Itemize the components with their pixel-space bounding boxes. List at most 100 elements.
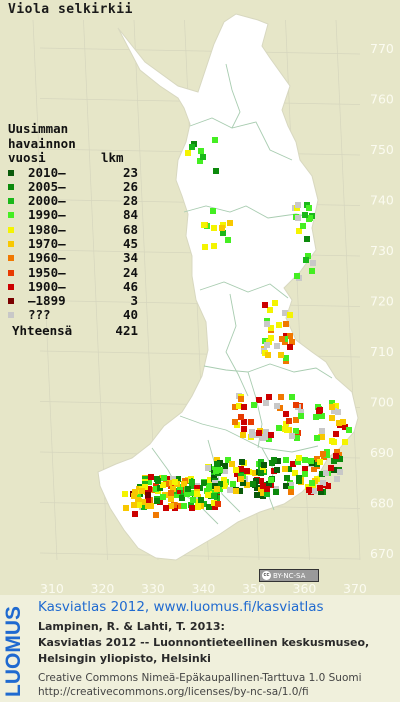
observation-square — [153, 486, 159, 492]
graticule-line — [39, 552, 361, 560]
observation-square — [309, 268, 315, 274]
observation-square — [310, 260, 316, 266]
observation-square — [174, 492, 180, 498]
observation-square — [211, 243, 217, 249]
observation-square — [195, 504, 201, 510]
observation-square — [168, 503, 174, 509]
observation-square — [268, 432, 274, 438]
observation-square — [184, 491, 190, 497]
observation-square — [221, 477, 227, 483]
observation-square — [296, 228, 302, 234]
legend-count: 40 — [122, 307, 138, 323]
observation-square — [333, 431, 339, 437]
kasviatlas-link[interactable]: Kasviatlas 2012, www.luomus.fi/kasviatla… — [38, 599, 324, 615]
legend-swatch — [8, 169, 14, 176]
observation-square — [283, 483, 289, 489]
cc-license-badge[interactable]: cc BY-NC-SA — [259, 569, 319, 582]
observation-square — [248, 419, 254, 425]
observation-square — [131, 502, 137, 508]
observation-square — [233, 467, 239, 473]
finland-map: 770 760 750 740 730 720 710 700 690 680 670 310 320… — [32, 13, 394, 595]
observation-square — [263, 400, 269, 406]
legend-count: 26 — [122, 178, 138, 194]
legend-count: 45 — [122, 235, 138, 251]
legend-total-label: Yhteensä — [12, 322, 73, 338]
license-url[interactable]: http://creativecommons.org/licenses/by-n… — [38, 686, 309, 698]
y-axis-ticks: 770 760 750 740 730 720 710 700 690 680 670 — [370, 41, 394, 561]
observation-square — [305, 253, 311, 259]
observation-square — [307, 215, 313, 221]
observation-square — [155, 478, 161, 484]
observation-square — [289, 433, 295, 439]
observation-square — [286, 466, 292, 472]
legend-count: 3 — [130, 293, 138, 309]
observation-square — [213, 468, 219, 474]
y-tick-label: 670 — [370, 546, 394, 561]
observation-square — [288, 489, 294, 495]
legend-period-label: 1900– — [28, 278, 66, 294]
observation-square — [219, 225, 225, 231]
observation-square — [275, 458, 281, 464]
graticule-line — [39, 47, 361, 55]
legend-total-row: Yhteensä 421 — [8, 322, 138, 339]
x-tick-label: 370 — [343, 581, 367, 595]
observation-square — [296, 455, 302, 461]
observation-square — [294, 435, 300, 441]
observation-square — [337, 456, 343, 462]
legend-count: 68 — [122, 221, 138, 237]
observation-square — [302, 466, 308, 472]
observation-square — [213, 168, 219, 174]
observation-square — [222, 483, 228, 489]
observation-square — [123, 505, 129, 511]
observation-square — [185, 150, 191, 156]
observation-square — [256, 397, 262, 403]
observation-square — [188, 490, 194, 496]
x-tick-label: 310 — [40, 581, 64, 595]
observation-square — [207, 477, 213, 483]
legend-count: 28 — [122, 193, 138, 209]
observation-square — [260, 483, 266, 489]
observation-square — [320, 480, 326, 486]
observation-square — [340, 419, 346, 425]
observation-square — [145, 492, 151, 498]
observation-square — [268, 325, 274, 331]
observation-square — [289, 339, 295, 345]
y-tick-label: 760 — [370, 92, 394, 107]
observation-square — [276, 322, 282, 328]
observation-square — [170, 486, 176, 492]
legend-period-label: 1960– — [28, 250, 66, 266]
observation-square — [314, 435, 320, 441]
observation-square — [324, 452, 330, 458]
y-tick-label: 730 — [370, 243, 394, 258]
observation-square — [244, 482, 250, 488]
observation-square — [265, 352, 271, 358]
observation-square — [342, 424, 348, 430]
observation-square — [225, 457, 231, 463]
observation-square — [329, 438, 335, 444]
license-line-1: Creative Commons Nimeä-Epäkaupallinen-Ta… — [38, 672, 362, 684]
observation-square — [217, 467, 223, 473]
observation-square — [302, 471, 308, 477]
legend-header-row: vuosi lkm — [8, 150, 124, 166]
observation-square — [179, 495, 185, 501]
observation-square — [286, 418, 292, 424]
observation-square — [146, 479, 152, 485]
observation-square — [252, 470, 258, 476]
legend-period-label: 1970– — [28, 235, 66, 251]
observation-square — [181, 481, 187, 487]
observation-square — [233, 488, 239, 494]
observation-square — [317, 485, 323, 491]
observation-square — [331, 408, 337, 414]
svg-text:LUOMUS: LUOMUS — [3, 606, 25, 697]
observation-square — [214, 461, 220, 467]
observation-square — [202, 244, 208, 250]
observation-square — [296, 478, 302, 484]
observation-square — [289, 394, 295, 400]
observation-square — [198, 497, 204, 503]
observation-square — [283, 411, 289, 417]
legend-row: 1970– 45 — [8, 235, 138, 251]
observation-square — [148, 503, 154, 509]
observation-square — [140, 499, 146, 505]
observation-square — [268, 477, 274, 483]
legend-swatch — [8, 269, 14, 276]
